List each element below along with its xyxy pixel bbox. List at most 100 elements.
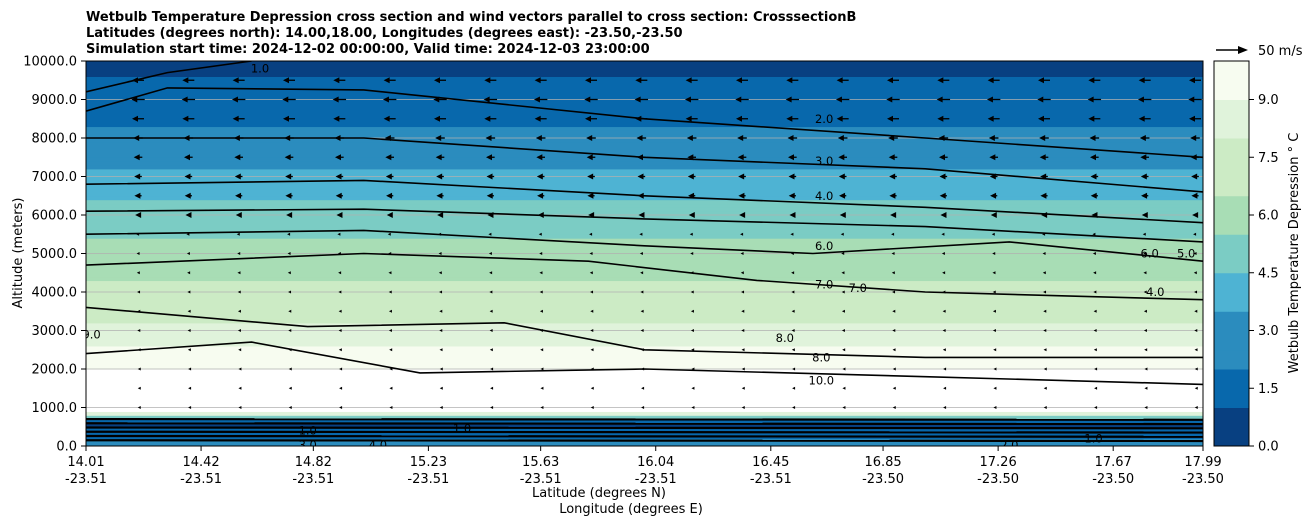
field-band (86, 176, 1203, 181)
wind-arrow-head (535, 135, 542, 141)
colorbar-band (1214, 330, 1249, 351)
wind-arrow-head (383, 115, 390, 122)
wind-arrow-head (741, 367, 745, 371)
field-band (86, 215, 1203, 220)
wind-arrow-head (333, 115, 340, 122)
wind-arrow-head (388, 271, 392, 275)
field-band (86, 303, 1203, 308)
wind-arrow-head (688, 192, 695, 199)
x-tick-lon: -23.51 (635, 472, 677, 487)
field-band (86, 361, 1203, 366)
wind-arrow-head (1092, 232, 1096, 236)
wind-arrow-head (785, 96, 792, 103)
y-tick-label: 8000.0 (32, 132, 78, 147)
wind-arrow-head (892, 309, 896, 313)
wind-arrow-head (842, 406, 846, 409)
wind-arrow-head (1042, 252, 1046, 255)
x-tick-lon: -23.51 (407, 472, 449, 487)
wind-arrow-head (137, 386, 141, 390)
wind-arrow-head (1138, 77, 1145, 84)
wind-arrow-head (389, 406, 393, 409)
wind-arrow-head (993, 386, 997, 390)
wind-arrow-head (1143, 309, 1147, 313)
field-band (86, 395, 1203, 401)
field-band (86, 280, 1203, 285)
field-band (86, 164, 1203, 170)
colorbar-band (1214, 407, 1249, 428)
wind-arrow-head (437, 212, 444, 218)
wind-arrow-head (1091, 212, 1098, 218)
wind-arrow-head (534, 77, 541, 84)
contour-surface (86, 434, 1203, 438)
wind-arrow-head (788, 173, 795, 180)
wind-arrow-head (640, 271, 644, 275)
wind-arrow-head (335, 192, 342, 199)
wind-arrow-head (637, 173, 644, 180)
wind-arrow-head (841, 309, 845, 313)
wind-arrow-head (691, 348, 695, 352)
wind-arrow-head (841, 271, 845, 275)
field-band (86, 91, 1203, 97)
wind-arrow-head (182, 77, 189, 84)
wind-arrow-head (333, 77, 340, 84)
wind-arrow-head (589, 252, 593, 255)
wind-arrow-head (186, 252, 190, 255)
field-band (86, 342, 1203, 347)
wind-arrow-head (186, 232, 190, 236)
wind-arrow-head (234, 173, 241, 180)
wind-arrow-head (387, 232, 391, 236)
wind-arrow-head (690, 329, 694, 332)
wind-arrow-head (286, 212, 293, 218)
wind-arrow-head (585, 115, 591, 122)
field-band (86, 384, 1203, 389)
wind-arrow-head (184, 173, 191, 180)
wind-arrow-head (640, 309, 644, 313)
field-band (86, 357, 1203, 362)
field-band (86, 141, 1203, 147)
wind-arrow-head (891, 252, 895, 255)
contour-label: 1.0 (299, 424, 317, 438)
wind-arrow-head (886, 96, 893, 103)
wind-arrow-head (737, 154, 744, 161)
wind-arrow-head (388, 252, 392, 255)
wind-arrow-head (636, 135, 643, 141)
contour-label: 2.0 (815, 112, 833, 126)
wind-arrow-head (1090, 154, 1097, 161)
wind-arrow-head (1089, 135, 1096, 141)
wind-arrow-head (439, 348, 443, 352)
colorbar-band (1214, 118, 1249, 139)
wind-arrow-head (137, 309, 141, 313)
contour-8.0 (86, 306, 1203, 359)
wind-arrow-head (736, 115, 742, 122)
wind-arrow-head (989, 154, 996, 161)
wind-arrow-head (1092, 252, 1096, 255)
x-tick-lat: 15.63 (522, 455, 559, 470)
wind-arrow-head (1043, 309, 1047, 313)
contour-label: 3.0 (299, 438, 317, 452)
wind-arrow-head (939, 192, 946, 199)
wind-arrow-head (943, 386, 947, 390)
wind-arrow-head (1191, 192, 1198, 199)
wind-arrow-head (635, 77, 642, 84)
wind-arrow-head (339, 367, 343, 371)
wind-arrow-head (839, 192, 846, 199)
wind-arrow-head (1143, 271, 1147, 275)
wind-arrow-head (690, 290, 694, 294)
wind-arrow-head (133, 154, 140, 161)
field-band (86, 118, 1203, 124)
wind-arrow-head (284, 135, 291, 141)
contour-label: 7.0 (849, 281, 867, 295)
wind-arrow-head (1189, 77, 1195, 84)
field-band (86, 330, 1203, 335)
contour-2.0 (86, 87, 1203, 159)
wind-arrow-head (640, 348, 644, 352)
field-band (86, 134, 1203, 139)
wind-arrow-head (690, 271, 694, 275)
wind-arrow-head (1093, 348, 1097, 352)
wind-arrow-head (941, 252, 945, 255)
wind-arrow-head (841, 252, 845, 255)
wind-arrow-head (285, 173, 292, 180)
wind-arrow-head (282, 96, 289, 103)
wind-arrow-head (741, 290, 745, 294)
quiver-key-arrow-icon (1238, 46, 1248, 54)
